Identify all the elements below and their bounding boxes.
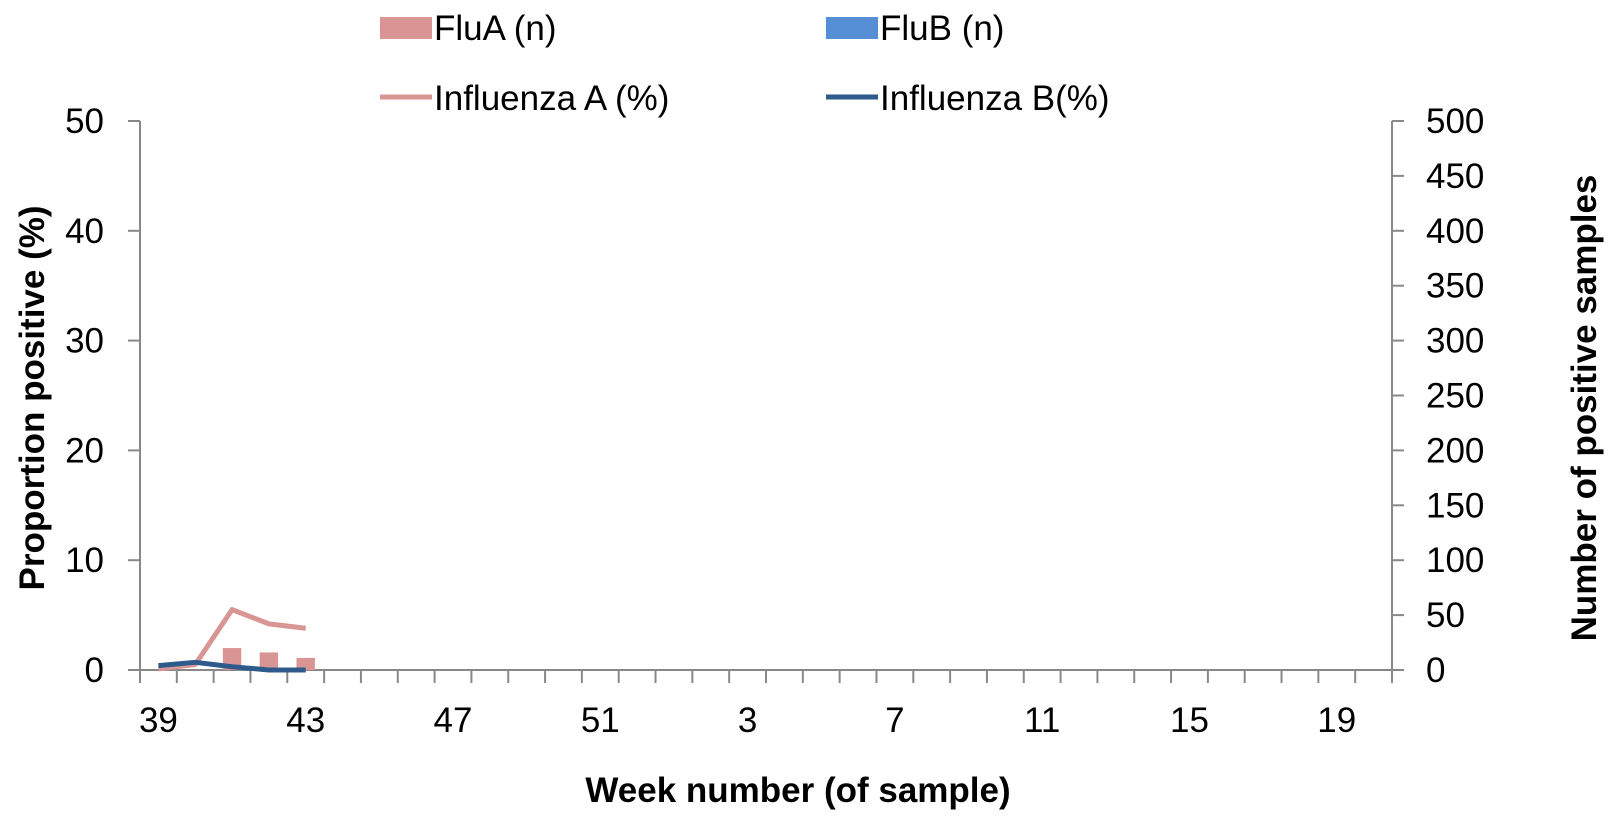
x-axis-title: Week number (of sample) [585,771,1010,810]
x-tick-label: 39 [139,701,178,740]
x-tick-label: 19 [1317,701,1356,740]
y-tick-label: 40 [65,212,104,251]
y2-tick-label: 400 [1426,212,1484,251]
legend-label: FluB (n) [880,9,1004,48]
y2-axis-title: Number of positive samples [1565,175,1604,642]
line-influenza-a [158,607,307,672]
y-tick-label: 30 [65,322,104,361]
y2-tick-label: 50 [1426,596,1465,635]
x-tick-label: 51 [581,701,620,740]
y2-tick-label: 150 [1426,486,1484,525]
legend-label: Influenza A (%) [434,79,669,118]
bar-flua-n [296,657,315,670]
y2-tick-label: 350 [1426,267,1484,306]
x-tick-label: 43 [286,701,325,740]
x-tick-label: 15 [1170,701,1209,740]
y-tick-label: 20 [65,431,104,470]
x-tick-label: 47 [434,701,473,740]
y2-tick-label: 300 [1426,322,1484,361]
x-tick-label: 3 [738,701,757,740]
lines [158,607,307,673]
y-tick-label: 10 [65,541,104,580]
x-tick-label: 11 [1024,701,1060,740]
legend-label: Influenza B(%) [880,79,1110,118]
legend: FluA (n) FluB (n) Influenza A (%) Influenza… [380,9,1110,118]
x-tick-label: 7 [885,701,904,740]
line-influenza-b [158,659,306,673]
legend-swatch [380,17,432,39]
y2-tick-label: 100 [1426,541,1484,580]
y-tick-label: 0 [85,651,104,690]
bar-flua-n [259,652,279,670]
y2-tick-label: 250 [1426,377,1484,416]
y2-tick-label: 200 [1426,431,1484,470]
y2-tick-label: 0 [1426,651,1445,690]
y2-tick-label: 500 [1426,102,1484,141]
y-tick-label: 50 [65,102,104,141]
y-axis-title: Proportion positive (%) [13,206,52,591]
legend-swatch [826,17,878,39]
legend-label: FluA (n) [434,9,557,48]
axes: 0102030405005010015020025030035040045050… [65,102,1484,740]
y2-tick-label: 450 [1426,157,1484,196]
